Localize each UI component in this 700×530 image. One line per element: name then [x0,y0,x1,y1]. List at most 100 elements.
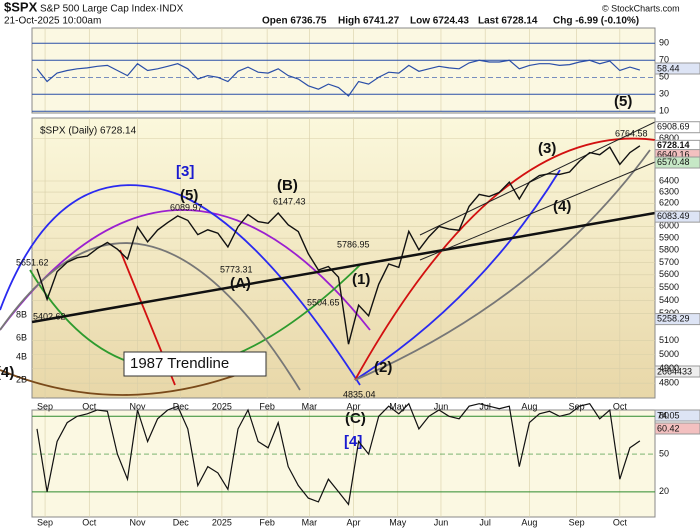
osc-badge-label: 74.05 [657,410,680,420]
trendline-box [123,351,267,377]
x-tick-label: Aug [521,401,537,411]
y-tick-label: 5100 [659,335,679,345]
y-tick-label: 6000 [659,221,679,231]
volume-tick: 6B [16,332,27,342]
x-tick-label: Mar [302,517,318,527]
x-tick-label: Oct [613,401,628,411]
y-tick-label: 30 [659,89,669,99]
price-label: 5504.65 [307,297,340,307]
volume-tick: 2B [16,374,27,384]
quote: Open 6736.75 [262,16,327,27]
y-tick-label: 90 [659,38,669,48]
price-badge [654,313,700,326]
x-tick-label: 2025 [212,401,232,411]
oscillator-line [36,402,641,506]
credit: © StockCharts.com [602,3,680,13]
y-tick-label: 5900 [659,233,679,243]
wave-label: [4] [344,433,362,450]
volume-tick: 8B [16,309,27,319]
price-badge [654,121,700,134]
quote: Last 6728.14 [478,16,538,27]
legend: $SPX (Daily) 6728.14 [40,126,137,137]
x-tick-label: Oct [82,401,97,411]
price-label: 6764.58 [615,128,648,138]
y-tick-label: 5800 [659,245,679,255]
volume-badge-label: 2664433 [657,366,692,376]
price-label: 5773.31 [220,264,253,274]
date: 21-Oct-2025 10:00am [4,16,101,27]
x-tick-label: Oct [82,517,97,527]
price-label: 5402.62 [33,311,66,321]
x-tick-label: Nov [130,517,147,527]
y-tick-label: 4900 [659,363,679,373]
x-tick-label: Oct [613,517,628,527]
y-tick-label: 6200 [659,198,679,208]
wave-label: (3) [538,140,556,157]
osc-badge [654,409,700,422]
x-tick-label: Sep [569,517,585,527]
x-tick-label: Feb [259,401,275,411]
rsi-badge [654,62,700,75]
x-tick-label: Aug [521,517,537,527]
x-tick-label: Dec [173,517,190,527]
y-tick-label: 5700 [659,257,679,267]
rsi-line [36,59,641,97]
y-tick-label: 6400 [659,175,679,185]
rsi-panel [31,27,656,114]
y-tick-label: 4800 [659,378,679,388]
wave-label: (C) [345,410,366,427]
symbol: $SPX [4,0,38,14]
osc-badge-label: 60.42 [657,423,680,433]
rsi-badge-label: 58.44 [657,63,680,73]
channel-line [419,121,656,236]
x-tick-label: Jul [479,517,491,527]
x-tick-label: Sep [37,517,53,527]
x-tick-label: Jul [479,401,491,411]
wave-label: (5) [614,93,632,110]
price-label: 4835.04 [343,389,376,399]
wave-label: (4) [553,198,571,215]
price-badge-label: 6908.69 [657,122,690,132]
y-tick-label: 6800 [659,133,679,143]
volume-badge [654,365,700,378]
x-tick-label: May [389,517,407,527]
y-tick-label: 5500 [659,282,679,292]
price-badge-label: 6640.16 [657,149,690,159]
y-tick-label: 70 [659,55,669,65]
y-tick-label: 6300 [659,186,679,196]
x-tick-label: Jun [434,401,449,411]
quote: Low 6724.43 [410,16,469,27]
y-tick-label: 10 [659,106,669,116]
wave-label: (5) [180,187,198,204]
x-tick-label: Sep [569,401,585,411]
price-badge [654,210,700,223]
price-label: 5786.95 [337,239,370,249]
index-name: S&P 500 Large Cap Index·INDX [40,4,184,15]
price-badge-label: 5258.29 [657,313,690,323]
wave-label: (4) [0,364,14,381]
y-tick-label: 50 [659,72,669,82]
wave-label: (A) [230,275,251,292]
y-tick-label: 50 [659,448,669,458]
wave-label: (2) [374,359,392,376]
annotations: [3] (5) 6089.97 (B) 6147.43 5651.62 5402… [0,93,648,450]
y-tick-label: 5000 [659,349,679,359]
quote: Chg -6.99 (-0.10%) [553,16,639,27]
x-tick-label: Apr [347,401,361,411]
x-tick-label: Feb [259,517,275,527]
price-badge-label: 6083.49 [657,211,690,221]
price-label: 5651.62 [16,257,49,267]
wave-label: (B) [277,177,298,194]
y-tick-label: 20 [659,486,669,496]
x-tick-label: 2025 [212,517,232,527]
y-tick-label: 5400 [659,295,679,305]
price-label: 6089.97 [170,202,203,212]
x-tick-label: Nov [130,401,147,411]
x-tick-label: Apr [347,517,361,527]
x-tick-label: Jun [434,517,449,527]
channel-line [419,161,656,261]
x-tick-label: Sep [37,401,53,411]
wave-label: [3] [176,163,194,180]
price-line [36,145,641,345]
